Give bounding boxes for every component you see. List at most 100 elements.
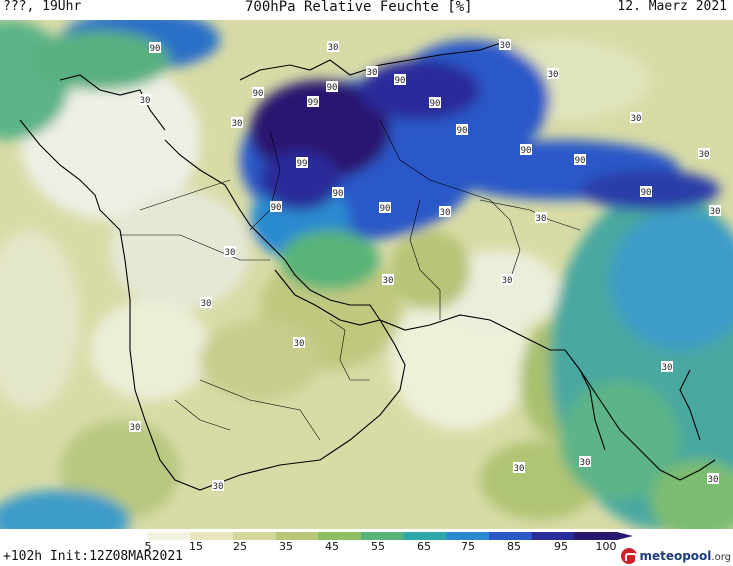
contour-label-text: 90: [457, 126, 468, 136]
contour-label-text: 90: [271, 203, 282, 213]
colorbar-segment: [233, 532, 277, 540]
contour-label: 90: [429, 97, 441, 109]
contour-label: 30: [200, 297, 212, 309]
contour-label: 30: [579, 456, 591, 468]
contour-label: 30: [630, 112, 642, 124]
contour-label-text: 90: [380, 204, 391, 214]
contour-label-text: 30: [225, 248, 236, 258]
contour-label-text: 30: [130, 423, 141, 433]
humidity-field: [0, 20, 733, 529]
colorbar-segment: [275, 532, 319, 540]
contour-label-text: 30: [328, 43, 339, 53]
contour-label-text: 30: [662, 363, 673, 373]
colorbar-tick-label: 75: [461, 540, 475, 553]
contour-label-text: 90: [395, 76, 406, 86]
contour-label-text: 90: [333, 189, 344, 199]
colorbar-tick-label: 95: [554, 540, 568, 553]
contour-label-bg: [456, 124, 468, 135]
contour-label: 99: [296, 157, 308, 169]
contour-label-text: 90: [521, 146, 532, 156]
humidity-map-canvas: 90 30 30 30 30 90 90 90 99 90 30 30 90 30 90 90 30 99 90 90…: [0, 20, 733, 529]
humidity-map: 90 30 30 30 30 90 90 90 99 90 30 30 90 30 90 90 30 99 90 90…: [0, 20, 733, 529]
colorbar-ticks: 5 15 25 35 45 55 65 75 85 95 100: [0, 540, 733, 554]
contour-label-text: 30: [140, 96, 151, 106]
colorbar-segment: [446, 532, 490, 540]
contour-labels: 90 30 30 30 30 90 90 90 99 90 30 30 90 30 90 90 30 99 90 90…: [129, 39, 721, 492]
contour-label-bg: [547, 68, 559, 79]
brand-logo[interactable]: meteopool.org: [621, 546, 731, 566]
colorbar-segment: [361, 532, 405, 540]
header-bar: ???, 19Uhr 700hPa Relative Feuchte [%] 1…: [0, 0, 733, 20]
contour-label: 30: [293, 337, 305, 349]
contour-label-text: 30: [232, 119, 243, 129]
contour-label-bg: [513, 462, 525, 473]
contour-label-text: 30: [708, 475, 719, 485]
contour-label: 90: [270, 201, 282, 213]
contour-label: 90: [379, 202, 391, 214]
contour-label-bg: [698, 148, 710, 159]
colorbar-segment: [105, 532, 149, 540]
contour-label-text: 30: [294, 339, 305, 349]
contour-label: 30: [366, 66, 378, 78]
colorbar-arrow: [617, 532, 633, 540]
contour-label-text: 30: [536, 214, 547, 224]
contour-label-bg: [709, 205, 721, 216]
colorbar-segment: [147, 532, 191, 540]
contour-label: 90: [326, 81, 338, 93]
contour-label-bg: [293, 337, 305, 348]
contour-label: 90: [149, 42, 161, 54]
contour-label: 99: [307, 96, 319, 108]
contour-label-text: 30: [213, 482, 224, 492]
contour-label-bg: [394, 74, 406, 85]
contour-label-text: 90: [430, 99, 441, 109]
contour-label-text: 30: [631, 114, 642, 124]
contour-label-text: 30: [514, 464, 525, 474]
colorbar-segment: [190, 532, 234, 540]
contour-label-bg: [579, 456, 591, 467]
contour-label-bg: [501, 274, 513, 285]
colorbar-segment: [318, 532, 362, 540]
contour-label-text: 99: [297, 159, 308, 169]
contour-label-bg: [139, 94, 151, 105]
contour-label: 90: [520, 144, 532, 156]
contour-label-bg: [307, 96, 319, 107]
contour-label-bg: [296, 157, 308, 168]
forecast-date: 12. Maerz 2021: [617, 0, 727, 14]
contour-label-bg: [707, 473, 719, 484]
colorbar-tick-label: 5: [144, 540, 152, 553]
contour-label-text: 30: [580, 458, 591, 468]
contour-label: 30: [382, 274, 394, 286]
colorbar-segment: [531, 532, 575, 540]
colorbar: [105, 532, 633, 540]
contour-label-bg: [129, 421, 141, 432]
contour-label: 30: [129, 421, 141, 433]
contour-label-bg: [224, 246, 236, 257]
contour-label-text: 30: [440, 208, 451, 218]
contour-label-bg: [270, 201, 282, 212]
contour-label: 30: [547, 68, 559, 80]
contour-label-bg: [212, 480, 224, 491]
contour-label: 30: [698, 148, 710, 160]
contour-label-bg: [326, 81, 338, 92]
colorbar-segment: [574, 532, 618, 540]
contour-label-text: 30: [201, 299, 212, 309]
colorbar-tick-label: 15: [189, 540, 203, 553]
brand-tld: .org: [711, 552, 731, 563]
forecast-time-label: ???, 19Uhr: [3, 0, 82, 14]
contour-label: 30: [499, 39, 511, 51]
brand-name: meteopool.org: [639, 549, 731, 563]
contour-label-bg: [520, 144, 532, 155]
contour-label: 30: [139, 94, 151, 106]
contour-label: 90: [394, 74, 406, 86]
contour-label: 30: [439, 206, 451, 218]
colorbar-tick-label: 35: [279, 540, 293, 553]
colorbar-tick-label: 100: [595, 540, 617, 553]
colorbar-tick-label: 85: [507, 540, 521, 553]
contour-label-text: 30: [710, 207, 721, 217]
contour-label-bg: [574, 154, 586, 165]
colorbar-tick-label: 55: [371, 540, 385, 553]
contour-label: 30: [501, 274, 513, 286]
run-info: +102h Init:12Z08MAR2021: [3, 549, 184, 564]
contour-label-bg: [535, 212, 547, 223]
contour-label-text: 30: [367, 68, 378, 78]
